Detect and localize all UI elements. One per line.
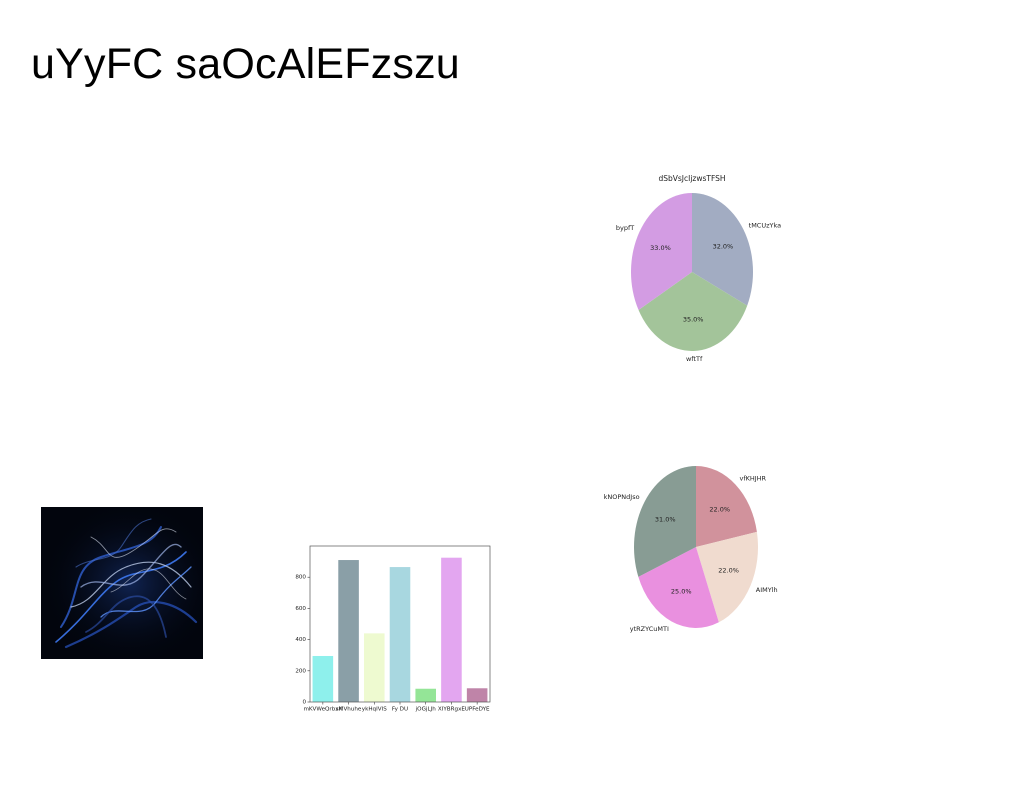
bar-1 — [338, 560, 359, 702]
bar-5 — [441, 557, 462, 702]
pie-2-label-1: AIMYlh — [756, 586, 778, 594]
bar-4 — [415, 688, 436, 702]
bar-ytick-label-2: 400 — [295, 637, 306, 643]
bar-ytick-label-4: 800 — [295, 575, 306, 581]
pie-1-slice-1 — [638, 272, 748, 351]
bar-xtick-label-6: UPFeDYE — [465, 707, 490, 713]
pie-2-pct-label-0: 22.0% — [709, 506, 730, 514]
bar-xtick-label-4: jOGjLJh — [415, 707, 437, 713]
pie-chart-2: 22.0% vfKHJHR 22.0% AIMYlh 25.0% ytRZYCuMTI 31… — [604, 466, 778, 633]
pie-1-pct-label-1: 35.0% — [683, 315, 704, 323]
pie-2-label-0: vfKHJHR — [739, 474, 766, 482]
smoke-illustration — [41, 507, 203, 659]
bar-xtick-label-3: Fy DU — [392, 707, 408, 713]
bar-ytick-label-1: 200 — [295, 668, 306, 674]
pie-2-slice-1 — [696, 531, 758, 623]
pie-2-slice-3 — [634, 466, 696, 577]
pie-1-slice-2 — [631, 193, 692, 311]
pie-2-slice-0 — [696, 466, 757, 547]
pie-1-pct-label-2: 33.0% — [650, 244, 671, 252]
pie-1-label-2: bypfT — [616, 224, 634, 232]
bar-xtick-label-2: ykHqIVIS — [362, 707, 387, 713]
bar-2 — [364, 633, 385, 702]
pie-2-pct-label-2: 25.0% — [671, 588, 692, 596]
bar-0 — [312, 655, 334, 702]
smoke-photo — [41, 507, 203, 659]
pie-2-label-2: ytRZYCuMTI — [630, 625, 669, 633]
pie-1-label-1: wftTf — [686, 355, 703, 363]
pie-1-pct-label-0: 32.0% — [713, 243, 734, 251]
pie-2-pct-label-1: 22.0% — [718, 566, 739, 574]
slide-title: uYyFC saOcAlEFzszu — [31, 40, 460, 88]
bar-xtick-label-5: XIYBRgxE — [438, 707, 465, 713]
pie-2-slice-2 — [638, 547, 719, 628]
bar-plot-frame — [309, 545, 491, 703]
bar-ytick-label-3: 600 — [295, 606, 306, 612]
pie-2-pct-label-3: 31.0% — [655, 516, 676, 524]
pie-chart-1: dSbVsJcIjzwsTFSH 32.0% tMCUzYka 35.0% wftTf 3… — [616, 174, 781, 363]
bar-xtick-label-0: mKVWeQrbxK — [303, 707, 342, 713]
bar-3 — [389, 567, 411, 702]
pie-1-slice-0 — [692, 193, 753, 306]
pie-2-label-3: kNOPNdJso — [604, 493, 640, 501]
pie-1-label-0: tMCUzYka — [749, 221, 781, 229]
bar-ytick-label-0: 0 — [302, 700, 306, 706]
bar-xtick-label-1: sMVhuhe — [336, 707, 362, 713]
bar-6 — [466, 688, 488, 702]
pie-1-title: dSbVsJcIjzwsTFSH — [658, 174, 725, 183]
